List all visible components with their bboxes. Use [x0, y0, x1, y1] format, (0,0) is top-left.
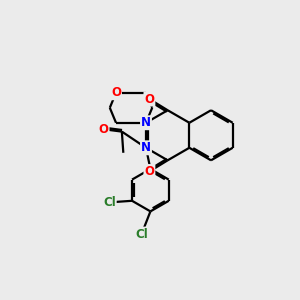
Text: Cl: Cl — [103, 196, 116, 209]
Text: N: N — [141, 116, 151, 129]
Text: Cl: Cl — [136, 228, 148, 241]
Text: O: O — [111, 86, 121, 99]
Text: O: O — [144, 93, 154, 106]
Text: N: N — [141, 141, 151, 154]
Text: O: O — [144, 165, 154, 178]
Text: O: O — [99, 123, 109, 136]
